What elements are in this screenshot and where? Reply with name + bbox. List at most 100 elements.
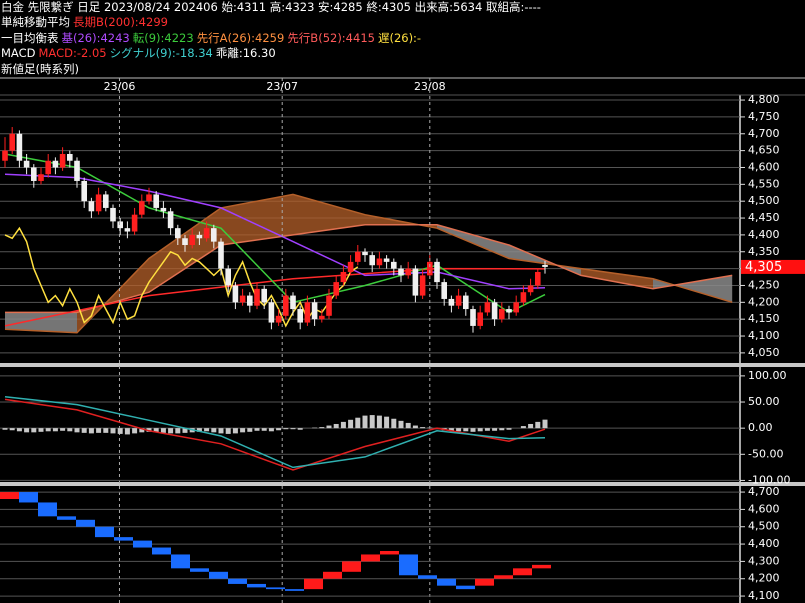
histogram-bar bbox=[204, 428, 210, 432]
histogram-bar bbox=[182, 428, 188, 433]
histogram-bar bbox=[2, 428, 8, 430]
candle-body bbox=[2, 150, 8, 161]
brick bbox=[133, 540, 152, 548]
cloud-segment bbox=[5, 312, 77, 333]
candle-body bbox=[448, 298, 455, 306]
histogram-bar bbox=[420, 427, 426, 429]
y-tick-label: 4,350 bbox=[748, 245, 780, 258]
brick bbox=[361, 554, 380, 562]
histogram-bar bbox=[333, 423, 339, 429]
histogram-bar bbox=[312, 427, 318, 429]
histogram-bar bbox=[132, 428, 138, 434]
histogram-bar bbox=[384, 416, 390, 429]
y-tick-label: -50.00 bbox=[748, 447, 783, 460]
histogram-bar bbox=[319, 427, 325, 429]
brick bbox=[114, 537, 133, 541]
histogram-bar bbox=[225, 428, 231, 434]
brick bbox=[190, 568, 209, 572]
cloud-segment bbox=[653, 275, 733, 303]
header-text: 一目均衡表 bbox=[1, 30, 59, 45]
candle-body bbox=[340, 271, 347, 283]
y-tick-label: 4,600 bbox=[748, 502, 780, 515]
histogram-bar bbox=[96, 428, 102, 433]
candle-body bbox=[391, 261, 397, 269]
candle-body bbox=[117, 221, 123, 229]
header-text: 転(9):4223 bbox=[132, 30, 194, 45]
y-tick-label: 50.00 bbox=[748, 395, 780, 408]
y-tick-label: 4,050 bbox=[748, 346, 780, 359]
candle-body bbox=[81, 180, 87, 202]
y-tick-label: 4,200 bbox=[748, 572, 780, 585]
histogram-bar bbox=[117, 428, 123, 434]
histogram-bar bbox=[160, 428, 166, 433]
histogram-bar bbox=[542, 419, 548, 429]
candle-body bbox=[38, 174, 44, 181]
candle-body bbox=[74, 160, 80, 181]
histogram-bar bbox=[528, 423, 534, 429]
histogram-bar bbox=[355, 417, 361, 429]
brick bbox=[285, 589, 304, 591]
histogram-bar bbox=[492, 428, 498, 431]
candle-body bbox=[52, 160, 59, 168]
candle-body bbox=[477, 312, 483, 326]
histogram-bar bbox=[60, 428, 66, 431]
header-text: MACD bbox=[1, 46, 36, 61]
candle-body bbox=[88, 201, 95, 212]
price-tag-label: 4,305 bbox=[745, 260, 782, 275]
histogram-bar bbox=[38, 428, 44, 432]
series-line bbox=[4, 396, 546, 469]
candle-body bbox=[182, 238, 188, 246]
candle-body bbox=[95, 194, 102, 212]
panel bbox=[0, 375, 740, 481]
histogram-bar bbox=[340, 421, 346, 429]
header-text: 白金 先限繋ぎ 日足 2023/08/24 202406 始:4311 高:43… bbox=[1, 0, 541, 14]
candle-body bbox=[67, 153, 73, 161]
header-text: 遅(26):- bbox=[377, 30, 422, 45]
candle-body bbox=[405, 268, 411, 276]
histogram-bar bbox=[254, 428, 260, 431]
candle-body bbox=[506, 309, 512, 313]
header-text: 長期B(200):4299 bbox=[73, 15, 168, 30]
plot-background bbox=[0, 78, 805, 603]
histogram-bar bbox=[376, 415, 382, 429]
y-tick-label: 4,550 bbox=[748, 177, 780, 190]
histogram-bar bbox=[103, 428, 109, 433]
panel-separator bbox=[0, 363, 805, 367]
histogram-bar bbox=[211, 428, 217, 433]
span-a-line bbox=[4, 193, 733, 334]
header-text: 乖離:16.30 bbox=[215, 46, 276, 61]
brick bbox=[38, 502, 57, 517]
candle-body bbox=[211, 228, 217, 242]
brick bbox=[171, 554, 190, 569]
candle-body bbox=[110, 207, 116, 222]
header-line: 白金 先限繋ぎ 日足 2023/08/24 202406 始:4311 高:43… bbox=[1, 0, 544, 15]
candle-body bbox=[542, 264, 548, 267]
histogram-bar bbox=[456, 428, 462, 432]
histogram-bar bbox=[218, 428, 224, 434]
histogram-bar bbox=[81, 428, 87, 433]
candle-body bbox=[304, 302, 311, 323]
y-tick-label: 100.00 bbox=[748, 369, 787, 382]
histogram-bar bbox=[448, 428, 454, 431]
cloud-segment bbox=[581, 268, 653, 289]
histogram-bar bbox=[110, 428, 116, 434]
candle-body bbox=[427, 261, 433, 276]
candle-body bbox=[369, 255, 375, 266]
histogram-bar bbox=[247, 428, 253, 432]
brick bbox=[247, 583, 266, 588]
histogram-bar bbox=[297, 428, 303, 430]
candle-body bbox=[103, 194, 109, 208]
candle-body bbox=[434, 261, 440, 283]
brick bbox=[456, 585, 475, 590]
histogram-bar bbox=[88, 428, 94, 434]
y-tick-label: 4,700 bbox=[748, 485, 780, 498]
brick bbox=[19, 492, 38, 503]
y-tick-label: 4,650 bbox=[748, 144, 780, 157]
candle-body bbox=[484, 302, 491, 313]
histogram-bar bbox=[398, 420, 404, 429]
brick bbox=[76, 519, 95, 527]
x-tick-label: 23/08 bbox=[414, 80, 446, 93]
header-text: 新値足(時系列) bbox=[1, 61, 79, 76]
cloud-segment bbox=[437, 224, 509, 259]
